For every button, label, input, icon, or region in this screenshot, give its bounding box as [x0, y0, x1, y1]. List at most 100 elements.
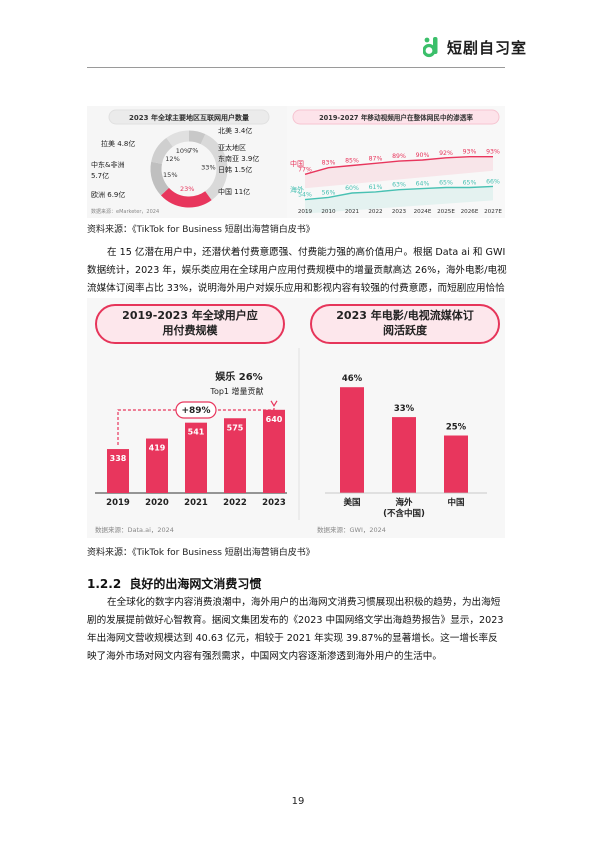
- header-divider: [87, 67, 505, 68]
- fig2-right-source: 数据来源：GWI，2024: [317, 525, 386, 534]
- subscription-bar: [340, 387, 364, 493]
- year-tick-label: 2024E: [414, 209, 432, 215]
- label-jk: 日韩 1.5亿: [218, 165, 252, 174]
- logo-icon: [423, 37, 438, 58]
- bar-category-label: 2021: [184, 498, 208, 508]
- subscription-category-label: (不含中国): [383, 508, 425, 519]
- caption-2: 资料来源：《TikTok for Business 短剧出海营销白皮书》: [87, 548, 315, 558]
- china-series-line: [304, 156, 493, 175]
- donut-slice: [151, 137, 174, 165]
- year-tick-label: 2027E: [484, 209, 502, 215]
- china-series-point-label: 85%: [345, 158, 359, 165]
- china-series-point-label: 89%: [392, 153, 406, 160]
- subscription-category-label: 美国: [343, 497, 360, 508]
- bar-value-label: 640: [266, 415, 283, 424]
- annotation-main: 娱乐 26%: [215, 370, 262, 383]
- bar-category-label: 2020: [145, 498, 169, 508]
- overseas-series-point-label: 65%: [463, 180, 477, 187]
- figure-1-svg: 2023 年全球主要地区互联网用户数量 7% 33% 23%15% 12%10% 拉美…: [87, 106, 505, 218]
- growth-badge: [175, 401, 217, 419]
- annotation-sub: Top1 增量贡献: [209, 386, 263, 396]
- fig2-left-source: 数据来源：Data.ai，2024: [95, 525, 174, 534]
- fig2-left-title-pill: 2019-2023 年全球用户应用付费规模: [95, 304, 285, 344]
- overseas-series-point-label: 63%: [392, 182, 406, 189]
- label-apac: 亚太地区: [218, 143, 246, 152]
- label-lamei: 拉美 4.8亿: [101, 139, 135, 148]
- overseas-series-point-label: 66%: [486, 178, 500, 185]
- fig2-right-title: 2023 年电影/电视流媒体订阅活跃度: [336, 309, 474, 337]
- subscription-category-label: 中国: [447, 497, 464, 508]
- bar-value-label: 575: [227, 423, 244, 432]
- donut-slice: [188, 130, 206, 145]
- china-series-point-label: 77%: [298, 166, 312, 173]
- overseas-series-point-label: 65%: [439, 180, 453, 187]
- paragraph-2: 在全球化的数字内容消费浪潮中，海外用户的出海网文消费习惯展现出积极的趋势，为出海…: [87, 597, 504, 662]
- donut-slice: [150, 161, 170, 196]
- label-europe: 欧洲 6.9亿: [91, 190, 125, 199]
- bar-category-label: 2019: [106, 498, 130, 508]
- bar-2020: [146, 438, 168, 493]
- figure-2-svg: 娱乐 26% Top1 增量贡献 338 2019 419 2020 541 2021 57…: [95, 348, 487, 534]
- overseas-series-line: [304, 185, 494, 201]
- year-tick-label: 2010: [321, 209, 336, 215]
- section-title: 良好的出海网文消费习惯: [129, 577, 262, 591]
- overseas-series-point-label: 56%: [322, 189, 336, 196]
- china-series-point-label: 93%: [463, 149, 477, 156]
- growth-badge-text: +89%: [181, 406, 210, 416]
- fig1-left-title: 2023 年全球主要地区互联网用户数量: [129, 113, 249, 122]
- figure-2: 2019-2023 年全球用户应用付费规模 2023 年电影/电视流媒体订阅活跃…: [87, 298, 505, 538]
- bar-2019: [107, 449, 129, 493]
- china-series-point-label: 90%: [416, 152, 430, 159]
- bar-category-label: 2022: [223, 498, 247, 508]
- fig2-left-title: 2019-2023 年全球用户应用付费规模: [122, 309, 258, 337]
- label-na: 北美 3.4亿: [218, 126, 252, 135]
- china-series-point-label: 83%: [322, 160, 336, 167]
- donut-pct-label: 7%: [188, 146, 198, 154]
- header-logo: 短剧自习室: [423, 36, 527, 58]
- fig2-right-title-pill: 2023 年电影/电视流媒体订阅活跃度: [310, 304, 500, 344]
- label-sea: 东南亚 3.9亿: [218, 154, 259, 163]
- china-series-area: [305, 156, 493, 189]
- donut-chart: 7% 33% 23%15% 12%10%: [150, 130, 228, 208]
- fig1-left-source: 数据来源：eMarketer，2024: [91, 208, 159, 215]
- figure-1: 2023 年全球主要地区互联网用户数量 7% 33% 23% 15% 12% 10% 拉美…: [87, 106, 505, 218]
- growth-arrow-icon: [270, 400, 278, 407]
- section-number: 1.2.2: [87, 577, 122, 591]
- payment-scale-bar-chart: 338 2019 419 2020 541 2021 575 2022 640 2023 +89%: [95, 400, 287, 508]
- overseas-series-point-label: 54%: [298, 192, 312, 199]
- year-tick-label: 2019: [298, 209, 313, 215]
- section-heading: 1.2.2 良好的出海网文消费习惯: [87, 575, 261, 592]
- series-overseas-label: 海外: [290, 185, 304, 194]
- donut-pct-label: 33%: [201, 164, 215, 172]
- growth-bracket: [117, 405, 275, 446]
- logo-text: 短剧自习室: [447, 38, 528, 57]
- china-series-point-label: 92%: [439, 150, 453, 157]
- subscription-bar: [444, 435, 468, 493]
- bar-2023: [263, 409, 285, 493]
- label-china: 中国 11亿: [218, 187, 250, 196]
- caption-1: 资料来源：《TikTok for Business 短剧出海营销白皮书》: [87, 225, 315, 235]
- year-tick-label: 2022: [368, 209, 382, 215]
- year-tick-label: 2023: [392, 209, 407, 215]
- bar-2022: [224, 418, 246, 493]
- year-tick-label: 2025E: [437, 209, 455, 215]
- bar-category-label: 2023: [262, 498, 286, 508]
- label-mea-value: 5.7亿: [91, 171, 109, 180]
- subscription-value-label: 25%: [446, 423, 467, 433]
- subscription-category-label: 海外: [395, 497, 413, 508]
- donut-slice: [166, 130, 190, 147]
- china-series-point-label: 87%: [369, 155, 383, 162]
- china-series-point-label: 93%: [486, 149, 500, 156]
- page-number: 19: [291, 796, 305, 807]
- subscription-value-label: 33%: [394, 404, 415, 414]
- subscription-bar-chart: 46% 美国 33% 海外(不含中国) 25% 中国: [325, 374, 487, 519]
- fig1-right-title: 2019-2027 年移动视频用户在整体网民中的渗透率: [319, 113, 473, 122]
- bar-value-label: 338: [110, 454, 127, 463]
- donut-slice: [160, 187, 212, 208]
- penetration-line-chart: 77% 83% 85% 87% 89% 90% 92% 93% 93% 54% 56% 60% 61% 6…: [298, 149, 502, 215]
- bar-value-label: 541: [188, 428, 205, 437]
- year-tick-label: 2026E: [461, 209, 479, 215]
- overseas-series-point-label: 64%: [416, 181, 430, 188]
- label-mea: 中东&非洲: [91, 160, 124, 169]
- bar-2021: [185, 422, 207, 493]
